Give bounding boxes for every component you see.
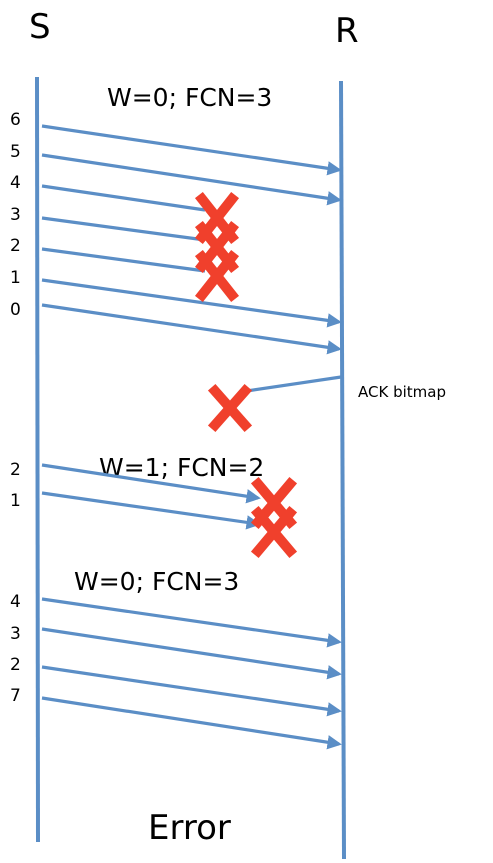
ack-label: ACK bitmap	[358, 383, 446, 401]
ack-line	[239, 375, 342, 394]
fragment-arrow	[41, 597, 342, 648]
window-label-1: W=0; FCN=3	[107, 83, 272, 112]
fragment-number: 6	[10, 110, 21, 130]
fragment-number: 7	[10, 686, 21, 706]
fragment-number: 5	[10, 142, 21, 162]
fragment-number: 0	[10, 300, 21, 320]
fragment-arrow-lost	[41, 216, 206, 242]
fragment-arrow-lost	[41, 247, 206, 273]
fragment-arrow	[41, 665, 342, 717]
fragment-number: 4	[10, 173, 21, 193]
fragment-arrow-lost	[41, 491, 261, 530]
fragment-arrow	[41, 627, 342, 680]
fragment-number: 3	[10, 205, 21, 225]
fragment-arrow	[41, 303, 342, 355]
window-label-3: W=0; FCN=3	[74, 567, 239, 596]
fragment-arrow	[41, 278, 342, 328]
fragment-arrow-lost	[41, 463, 261, 504]
loss-cross-icon	[207, 383, 253, 433]
fragment-number: 2	[10, 460, 21, 480]
receiver-label: R	[335, 11, 359, 51]
error-label: Error	[148, 808, 231, 848]
loss-cross-icon	[194, 249, 240, 303]
fragment-number: 2	[10, 655, 21, 675]
fragment-number: 3	[10, 624, 21, 644]
fragment-number: 1	[10, 268, 21, 288]
fragment-arrow	[41, 696, 342, 750]
fragment-arrow-lost	[41, 184, 206, 212]
fragment-arrow	[41, 153, 342, 206]
loss-cross-icon	[250, 505, 298, 559]
fragment-number: 2	[10, 236, 21, 256]
fragment-number: 4	[10, 592, 21, 612]
receiver-lifeline	[339, 80, 346, 860]
fragment-arrow	[41, 124, 342, 176]
sender-lifeline	[35, 76, 40, 843]
fragment-number: 1	[10, 491, 21, 511]
sender-label: S	[29, 7, 51, 47]
